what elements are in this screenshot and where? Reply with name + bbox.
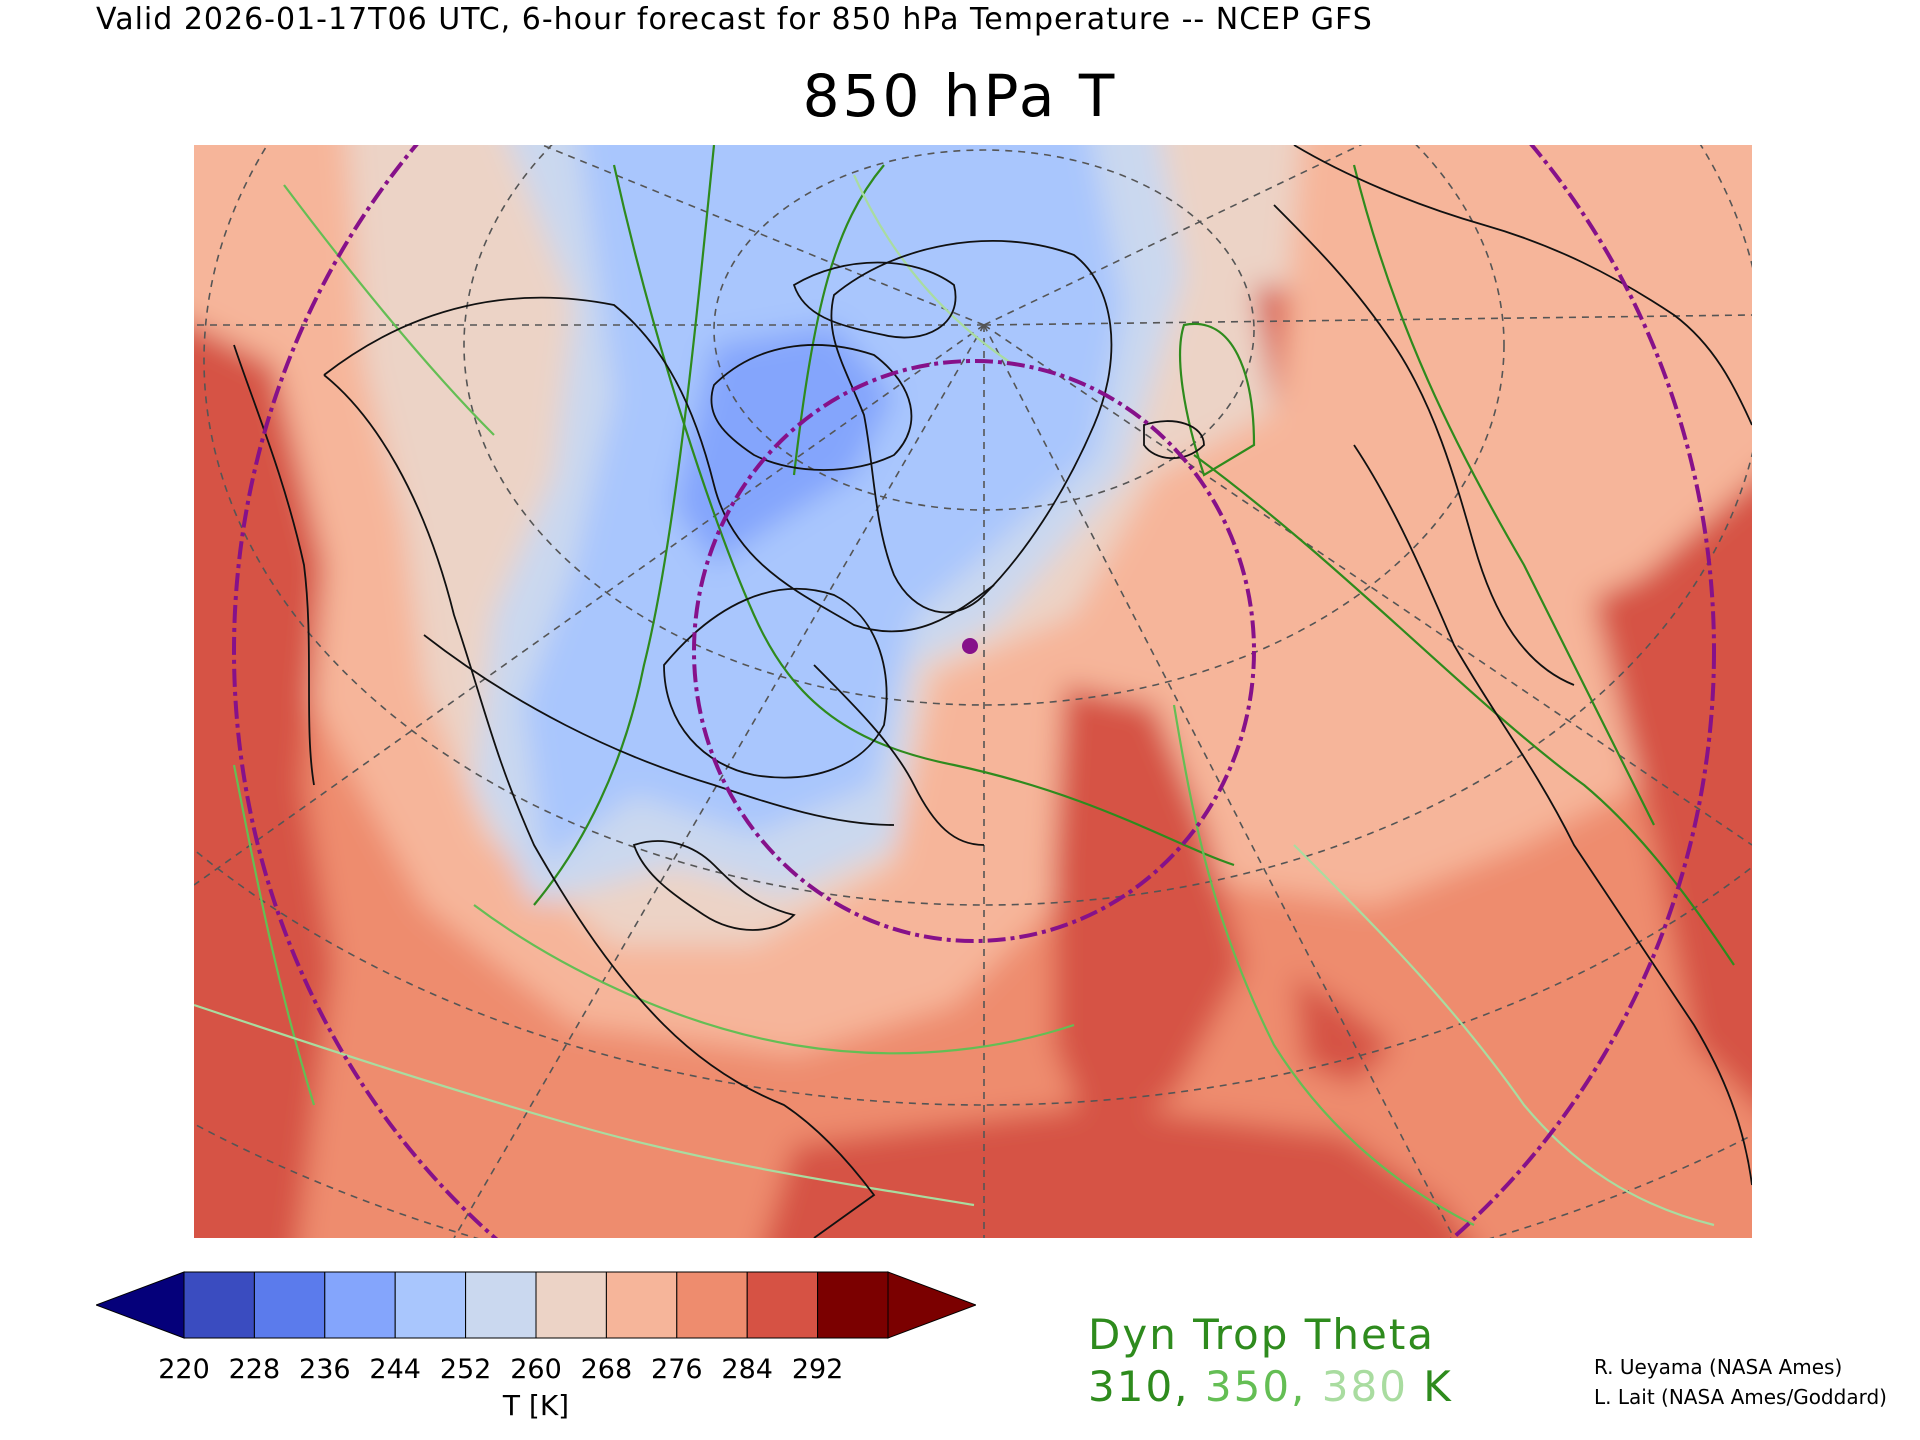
field-284-mid xyxy=(1294,975,1394,1085)
lat-circle-70 xyxy=(463,145,1505,706)
lat-circle-60 xyxy=(203,145,1752,906)
meridian-6 xyxy=(453,324,985,1238)
colorbar-tick-label: 228 xyxy=(228,1354,281,1385)
outer-range-ring xyxy=(232,145,1716,1238)
field-244 xyxy=(524,145,1124,865)
credits: R. Ueyama (NASA Ames) L. Lait (NASA Ames… xyxy=(1594,1352,1887,1412)
greenland-outline xyxy=(830,240,1113,614)
contour-310-b xyxy=(533,145,716,906)
meridian-7 xyxy=(983,324,1455,1238)
labrador-outline xyxy=(813,664,985,846)
iceland-outline xyxy=(1143,420,1205,460)
us-canada-border xyxy=(423,634,895,826)
scandinavia-outline xyxy=(1273,204,1575,686)
colorbar-tick-label: 220 xyxy=(158,1354,210,1385)
east-asia-coast xyxy=(233,344,315,786)
coastlines xyxy=(233,145,1752,1238)
great-lakes-outline xyxy=(632,840,796,931)
contour-350-d xyxy=(283,184,495,436)
contour-380-a xyxy=(194,1003,975,1207)
colorbar-tick-label: 252 xyxy=(439,1354,492,1385)
colorbar-segment xyxy=(676,1271,748,1339)
colorbar-tick-label: 244 xyxy=(369,1354,421,1385)
colorbar-under-triangle xyxy=(96,1271,185,1339)
field-284-east xyxy=(1054,685,1244,1145)
temperature-map xyxy=(194,145,1752,1238)
map-canvas xyxy=(194,145,1752,1238)
contour-310-e xyxy=(792,164,885,476)
legend-value-380: 380 xyxy=(1321,1362,1408,1411)
dyn-trop-theta-legend-title: Dyn Trop Theta xyxy=(1088,1310,1436,1359)
colorbar-segment xyxy=(465,1271,537,1339)
colorbar-tick-label: 260 xyxy=(510,1354,562,1385)
meridian-9 xyxy=(983,145,1363,326)
temperature-field xyxy=(194,145,1752,1238)
contour-310-f xyxy=(1179,322,1256,477)
contour-350-a xyxy=(473,904,1075,1055)
north-america-outline xyxy=(323,296,995,1238)
contour-310-c xyxy=(1193,454,1735,966)
forecast-valid-header: Valid 2026-01-17T06 UTC, 6-hour forecast… xyxy=(96,2,1373,37)
colorbar-segment xyxy=(394,1271,467,1339)
europe-coast xyxy=(1353,444,1752,1186)
dyn-trop-theta-legend-values: 310, 350, 380 K xyxy=(1088,1362,1453,1411)
contour-310-d xyxy=(1352,164,1655,826)
meridian-2 xyxy=(983,324,1752,846)
meridian-4 xyxy=(194,324,985,886)
inner-range-ring xyxy=(692,359,1256,943)
contour-310-a xyxy=(612,164,1235,867)
siberia-coast xyxy=(1293,145,1752,426)
field-284-ne xyxy=(1574,460,1752,1103)
temperature-colorbar xyxy=(96,1271,976,1339)
colorbar-segment xyxy=(253,1271,326,1339)
graticule xyxy=(194,145,1752,1238)
colorbar-segment xyxy=(746,1271,819,1339)
colorbar-segment xyxy=(324,1271,396,1339)
meridian-8 xyxy=(540,145,985,326)
colorbar-tick-label: 292 xyxy=(791,1354,844,1385)
field-284-south xyxy=(765,1105,1468,1238)
colorbar-segment xyxy=(817,1271,889,1339)
map-title: 850 hPa T xyxy=(802,62,1118,130)
reference-circles xyxy=(232,145,1716,1238)
colorbar-segment xyxy=(605,1271,678,1339)
contour-380-c xyxy=(852,174,1015,366)
legend-unit: K xyxy=(1423,1362,1453,1411)
field-268-baltic xyxy=(1274,145,1752,645)
location-dot-icon xyxy=(962,638,978,654)
colorbar-tick-label: 268 xyxy=(580,1354,633,1385)
colorbar-tick-label: 236 xyxy=(299,1354,351,1385)
canadian-archipelago xyxy=(710,261,957,471)
legend-value-310: 310, xyxy=(1088,1362,1190,1411)
colorbar-segment xyxy=(183,1271,255,1339)
colorbar-over-triangle xyxy=(887,1271,976,1339)
meridian-3 xyxy=(983,314,1752,326)
contour-380-b xyxy=(1293,844,1715,1227)
colorbar-tick-labels: 220 228 236 244 252 260 268 276 284 292 xyxy=(96,1354,976,1390)
field-284-west xyxy=(194,325,334,1238)
colorbar-segment xyxy=(535,1271,607,1339)
colorbar-tick-label: 276 xyxy=(651,1354,703,1385)
dyn-trop-theta-contours xyxy=(194,145,1735,1227)
colorbar-tick-label: 284 xyxy=(721,1354,773,1385)
contour-350-b xyxy=(232,764,316,1106)
legend-value-350: 350, xyxy=(1204,1362,1307,1411)
colorbar-units-label: T [K] xyxy=(502,1389,570,1422)
contour-350-c xyxy=(1172,704,1475,1226)
credit-line-1: R. Ueyama (NASA Ames) xyxy=(1594,1355,1843,1379)
credit-line-2: L. Lait (NASA Ames/Goddard) xyxy=(1594,1385,1887,1409)
